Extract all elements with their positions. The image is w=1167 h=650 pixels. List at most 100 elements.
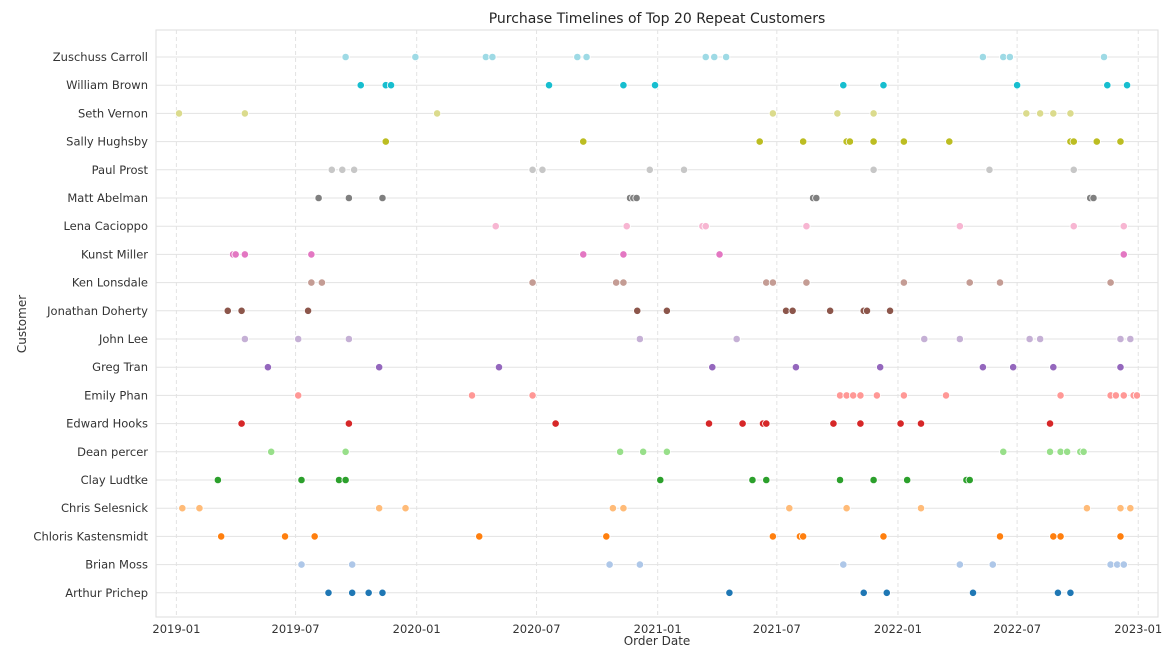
data-point — [582, 52, 591, 62]
data-point — [616, 447, 625, 456]
data-point — [708, 363, 717, 372]
data-point — [812, 193, 821, 203]
data-point — [1022, 109, 1031, 118]
data-point — [869, 109, 878, 118]
data-point — [378, 193, 387, 203]
data-point — [1119, 391, 1128, 400]
data-point — [544, 81, 554, 90]
y-tick-label: John Lee — [98, 332, 148, 346]
data-point — [1063, 447, 1072, 456]
data-point — [1119, 222, 1128, 231]
data-point — [622, 222, 631, 231]
data-point — [978, 363, 987, 372]
data-point — [1116, 363, 1125, 372]
data-point — [317, 278, 327, 287]
data-point — [768, 278, 777, 287]
data-point — [1045, 419, 1055, 428]
data-point — [662, 306, 671, 315]
data-point — [1082, 504, 1091, 513]
data-point — [375, 504, 384, 513]
data-point — [701, 52, 710, 62]
data-point — [879, 81, 888, 90]
data-point — [845, 137, 854, 146]
data-point — [1066, 588, 1075, 597]
chart-title: Purchase Timelines of Top 20 Repeat Cust… — [489, 11, 826, 27]
data-point — [829, 419, 838, 428]
x-tick-label: 2022-01 — [874, 622, 922, 636]
axes: Zuschuss Carroll William Brown Seth Vernon… — [33, 50, 1162, 636]
data-point — [656, 475, 665, 485]
data-point — [768, 109, 777, 118]
data-point — [941, 391, 951, 400]
data-point — [732, 334, 741, 344]
data-point — [1132, 391, 1142, 400]
data-point — [231, 250, 240, 259]
data-point — [1116, 137, 1125, 146]
data-point — [1069, 222, 1078, 231]
data-point — [1116, 334, 1125, 344]
data-point — [551, 419, 560, 428]
data-point — [999, 447, 1008, 456]
data-point — [1036, 109, 1045, 118]
data-point — [876, 363, 885, 372]
data-point — [955, 334, 964, 344]
data-point — [573, 52, 582, 62]
x-tick-label: 2019-01 — [152, 622, 200, 636]
y-tick-label: Lena Cacioppo — [63, 219, 148, 233]
data-point — [174, 109, 184, 118]
data-point — [297, 560, 306, 569]
data-point — [1116, 532, 1125, 541]
data-point — [899, 278, 908, 287]
data-point — [856, 391, 865, 400]
data-point — [344, 419, 353, 428]
x-tick-label: 2023-01 — [1114, 622, 1162, 636]
data-point — [916, 504, 926, 513]
y-tick-label: Brian Moss — [85, 558, 148, 572]
data-point — [985, 165, 994, 174]
data-point — [619, 81, 628, 90]
x-tick-label: 2020-07 — [512, 622, 560, 636]
data-point — [1111, 391, 1120, 400]
data-point — [1049, 109, 1058, 118]
data-point — [632, 193, 641, 203]
data-point — [799, 137, 808, 146]
data-point — [1126, 334, 1135, 344]
data-point — [213, 475, 222, 485]
data-point — [869, 165, 878, 174]
data-point — [995, 278, 1005, 287]
data-point — [833, 109, 842, 118]
data-point — [1045, 447, 1055, 456]
data-point — [1049, 363, 1058, 372]
data-point — [1069, 165, 1078, 174]
data-point — [995, 532, 1005, 541]
data-point — [240, 109, 249, 118]
y-tick-label: Emily Phan — [84, 388, 148, 402]
y-tick-label: Arthur Prichep — [65, 586, 148, 600]
data-point — [1049, 532, 1058, 541]
data-point — [240, 334, 249, 344]
data-point — [303, 306, 313, 315]
x-tick-label: 2021-01 — [634, 622, 682, 636]
data-point — [341, 447, 350, 456]
y-tick-label: Greg Tran — [92, 360, 148, 374]
data-point — [839, 560, 848, 569]
data-point — [635, 334, 644, 344]
data-point — [1099, 52, 1109, 62]
data-point — [344, 193, 353, 203]
data-point — [722, 52, 731, 62]
data-point — [899, 137, 908, 146]
data-point — [528, 165, 537, 174]
data-point — [1066, 109, 1075, 118]
y-tick-label: Seth Vernon — [78, 106, 148, 120]
data-point — [882, 588, 891, 597]
data-point — [310, 532, 319, 541]
data-point — [1089, 193, 1098, 203]
data-point — [619, 250, 628, 259]
data-point — [639, 447, 648, 456]
data-point — [768, 532, 777, 541]
data-point — [1056, 391, 1065, 400]
y-tick-label: Jonathan Doherty — [46, 304, 148, 318]
data-point — [494, 363, 504, 372]
data-point — [348, 588, 357, 597]
